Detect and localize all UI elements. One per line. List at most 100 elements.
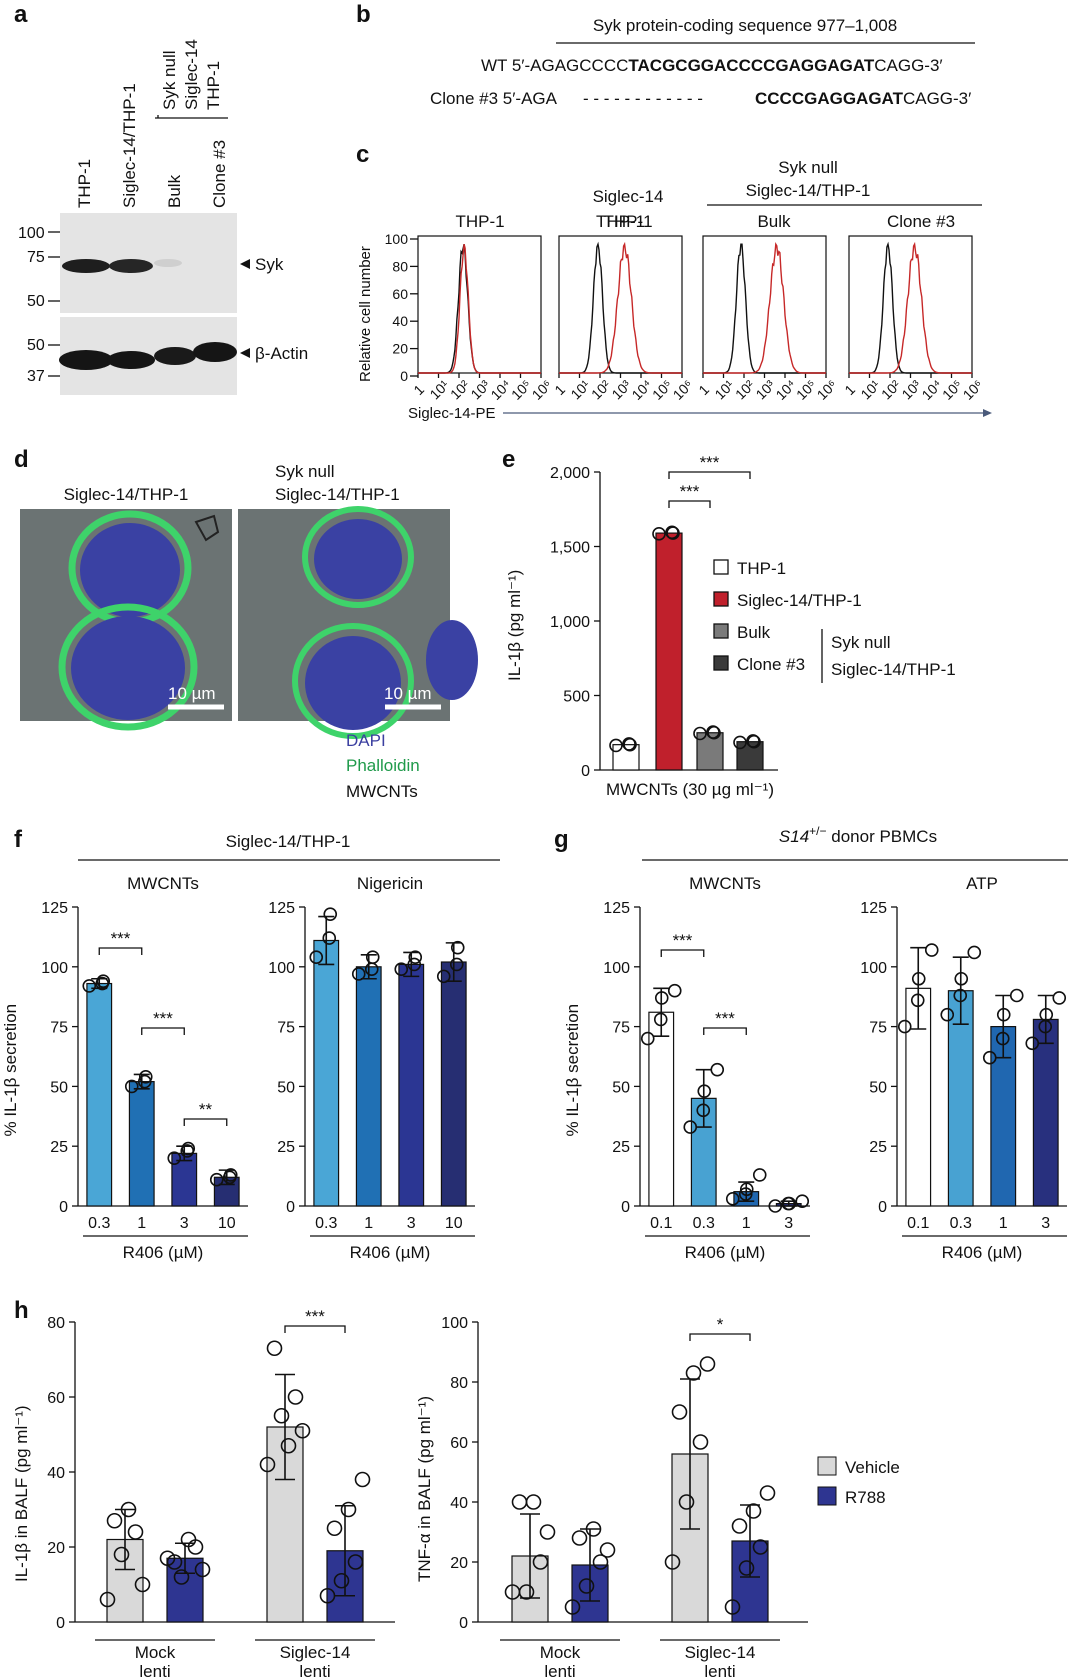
h-sig-label: *** xyxy=(305,1307,325,1326)
legend-vehicle: Vehicle xyxy=(845,1458,900,1477)
mw-50b: 50 xyxy=(27,337,45,354)
panel-c-label: c xyxy=(356,141,369,168)
c-control-histogram xyxy=(418,244,541,374)
e-bar xyxy=(696,732,724,771)
panelG-errorbar xyxy=(695,1068,712,1128)
e-y-tick: 1,000 xyxy=(550,614,590,631)
panelF-xlabel: R406 (µM) xyxy=(123,1243,204,1262)
h-point xyxy=(724,1599,741,1615)
h-errorbar xyxy=(580,1528,600,1602)
panel-f: f Siglec-14/THP-1 0255075100125MWCNTs0.3… xyxy=(1,826,500,1262)
h-point xyxy=(738,1560,755,1576)
panelG-x-tick: 3 xyxy=(784,1215,793,1232)
panelG-0-y-tick: 0 xyxy=(621,1199,630,1216)
c-x-tick: 10⁶ xyxy=(670,377,696,403)
panelF-point xyxy=(209,1172,224,1187)
legend-swatch-r788 xyxy=(817,1486,837,1506)
e-legend-swatch xyxy=(713,623,729,639)
h-point xyxy=(173,1569,190,1585)
lane-label-siglec14: Siglec-14/THP-1 xyxy=(120,83,139,208)
h-point xyxy=(585,1521,602,1537)
h-point xyxy=(134,1576,151,1593)
h-point xyxy=(539,1524,556,1540)
panelF-ylabel: % IL-1β secretion xyxy=(1,1004,20,1137)
panel-f-label: f xyxy=(14,826,23,853)
h0-y-tick: 0 xyxy=(56,1615,65,1632)
panelG-point xyxy=(739,1182,754,1197)
h-point xyxy=(194,1561,211,1578)
panelF-subtitle: MWCNTs xyxy=(127,874,199,893)
panelG-errorbar xyxy=(910,946,927,1030)
band-actin-1 xyxy=(59,350,113,370)
group-label-2: Siglec-14 xyxy=(182,39,201,110)
h-point xyxy=(692,1434,709,1450)
panelF-x-tick: 10 xyxy=(445,1215,463,1232)
e-point xyxy=(707,725,721,740)
c-control-histogram xyxy=(703,243,826,374)
c-stained-histogram xyxy=(703,241,826,374)
panelF-bar xyxy=(171,1152,198,1207)
panelG-point xyxy=(982,1050,997,1065)
e-sig-label: *** xyxy=(700,453,720,472)
lane-label-thp1: THP-1 xyxy=(75,159,94,208)
h-point xyxy=(294,1422,311,1439)
h0-y-tick: 40 xyxy=(47,1465,65,1482)
c-group-label-2: Siglec-14/THP-1 xyxy=(746,181,871,200)
e-bar xyxy=(655,532,683,771)
panelF-x-tick: 1 xyxy=(364,1215,373,1232)
panelG-x-tick: 0.3 xyxy=(950,1215,972,1232)
micrograph-1: 10 µm xyxy=(20,509,232,731)
h-point xyxy=(731,1518,748,1534)
c-x-tick: 1 xyxy=(695,381,712,398)
panelG-subtitle: MWCNTs xyxy=(689,874,761,893)
h-ylabel: IL-1β in BALF (pg ml⁻¹) xyxy=(12,1405,31,1582)
e-legend-group-1: Syk null xyxy=(831,633,891,652)
h0-y-tick: 80 xyxy=(47,1315,65,1332)
h-point xyxy=(120,1501,137,1518)
h-group-label: lenti xyxy=(299,1662,330,1679)
c-stained-histogram xyxy=(559,241,682,374)
e-legend-label: THP-1 xyxy=(737,559,786,578)
e-legend-swatch xyxy=(713,559,729,575)
h-point xyxy=(699,1356,716,1372)
panelG-x-tick: 1 xyxy=(742,1215,751,1232)
g-title: S14+/− donor PBMCs xyxy=(779,824,937,846)
h-point xyxy=(326,1520,343,1537)
e-y-tick: 500 xyxy=(563,689,590,706)
panelG-point xyxy=(1025,1036,1040,1051)
panelF-0-y-tick: 50 xyxy=(50,1079,68,1096)
h-point xyxy=(759,1485,776,1501)
panelF-point xyxy=(449,957,464,972)
h-errorbar xyxy=(275,1373,295,1481)
c-title-3: Bulk xyxy=(757,212,791,231)
panelF-point xyxy=(124,1079,139,1094)
panelG-point xyxy=(654,991,669,1005)
c-group-label-1: Syk null xyxy=(778,158,838,177)
panelG-point xyxy=(1009,988,1024,1003)
h-point xyxy=(664,1554,681,1570)
panelG-errorbar xyxy=(738,1181,755,1203)
legend-r788: R788 xyxy=(845,1488,886,1507)
c-stained-histogram xyxy=(418,244,541,374)
e-legend-swatch xyxy=(713,655,729,671)
panelG-point xyxy=(667,983,682,998)
panelF-x-tick: 0.3 xyxy=(315,1215,337,1232)
panelG-point xyxy=(782,1196,797,1211)
panelG-point xyxy=(995,1031,1010,1046)
panelG-point xyxy=(710,1062,725,1077)
panelG-point xyxy=(953,988,968,1003)
c-x-tick: 1 xyxy=(841,381,858,398)
lane-label-bulk: Bulk xyxy=(165,174,184,208)
band-label-actin: β-Actin xyxy=(255,344,308,363)
actin-arrow-icon xyxy=(240,348,250,358)
panel-h-label: h xyxy=(14,1297,29,1324)
panelG-x-tick: 0.3 xyxy=(693,1215,715,1232)
h-point xyxy=(354,1471,371,1488)
panelF-bar xyxy=(313,939,340,1207)
h-point xyxy=(511,1494,528,1510)
e-legend-label: Clone #3 xyxy=(737,655,805,674)
panelG-point xyxy=(752,1168,767,1182)
c-arrow-icon xyxy=(983,409,992,417)
h-point xyxy=(106,1512,123,1529)
